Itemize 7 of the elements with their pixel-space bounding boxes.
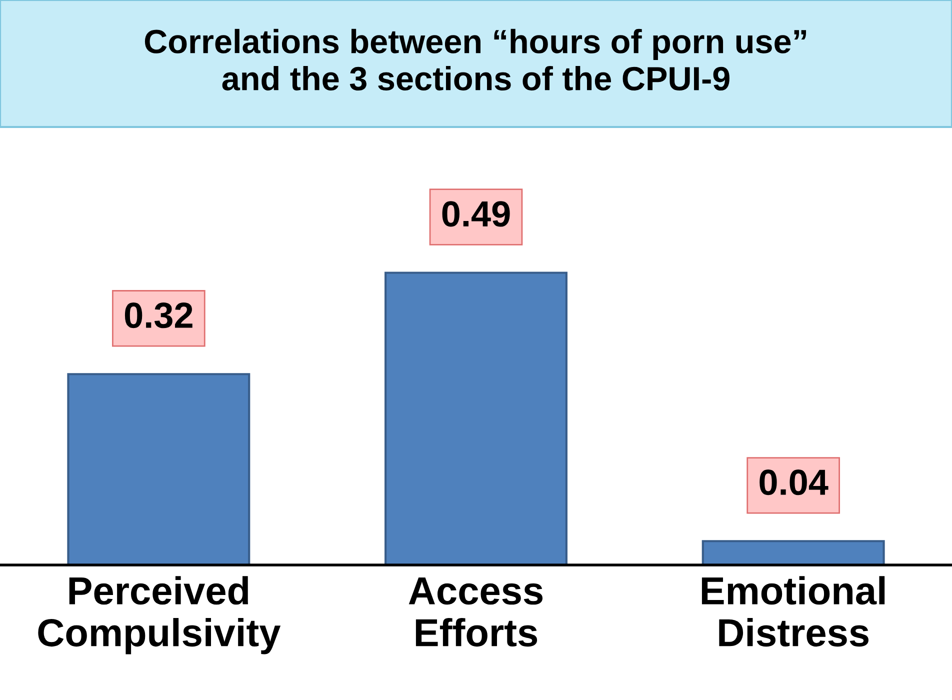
x-tick-label: Access Efforts [408,578,543,647]
x-tick-label: Perceived Compulsivity [38,576,281,654]
x-tick-label: Emotional Distress [702,576,885,647]
data-label: 0.49 [442,201,510,227]
data-label: 0.32 [124,302,192,328]
data-label: 0.04 [760,470,828,496]
chart-title: Correlations between “hours of porn use” and the 3 sections of the CPUI-9 [144,28,806,91]
